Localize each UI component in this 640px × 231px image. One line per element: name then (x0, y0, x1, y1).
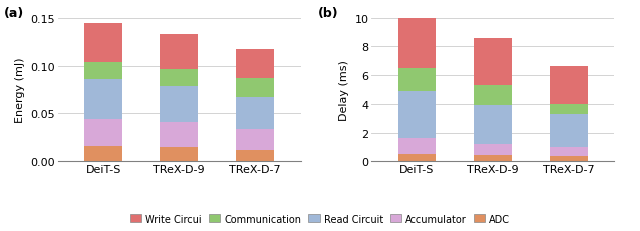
Bar (550, 157, 588, 162)
Bar (398, 69, 436, 91)
Bar (84, 24, 122, 62)
Bar (398, 139, 436, 155)
Bar (474, 86, 512, 105)
Bar (160, 70, 198, 86)
Y-axis label: Delay (ms): Delay (ms) (339, 60, 349, 120)
Bar (236, 98, 274, 129)
Bar (474, 39, 512, 86)
Y-axis label: Energy (mJ): Energy (mJ) (15, 58, 25, 123)
Bar (236, 50, 274, 79)
Bar (160, 35, 198, 70)
Legend: Write Circui, Communication, Read Circuit, Accumulator, ADC: Write Circui, Communication, Read Circui… (130, 214, 510, 224)
Bar (550, 104, 588, 114)
Bar (84, 80, 122, 120)
Bar (84, 146, 122, 162)
Bar (474, 155, 512, 162)
Bar (398, 91, 436, 139)
Bar (236, 79, 274, 98)
Bar (160, 86, 198, 123)
Bar (84, 120, 122, 146)
Text: (a): (a) (4, 7, 24, 20)
Bar (550, 147, 588, 157)
Bar (236, 150, 274, 162)
Bar (160, 147, 198, 162)
Bar (474, 145, 512, 155)
Bar (160, 123, 198, 147)
Text: (b): (b) (317, 7, 339, 20)
Bar (550, 67, 588, 104)
Bar (236, 129, 274, 150)
Bar (474, 105, 512, 145)
Bar (84, 62, 122, 80)
Bar (398, 4, 436, 69)
Bar (398, 155, 436, 162)
Bar (550, 114, 588, 147)
